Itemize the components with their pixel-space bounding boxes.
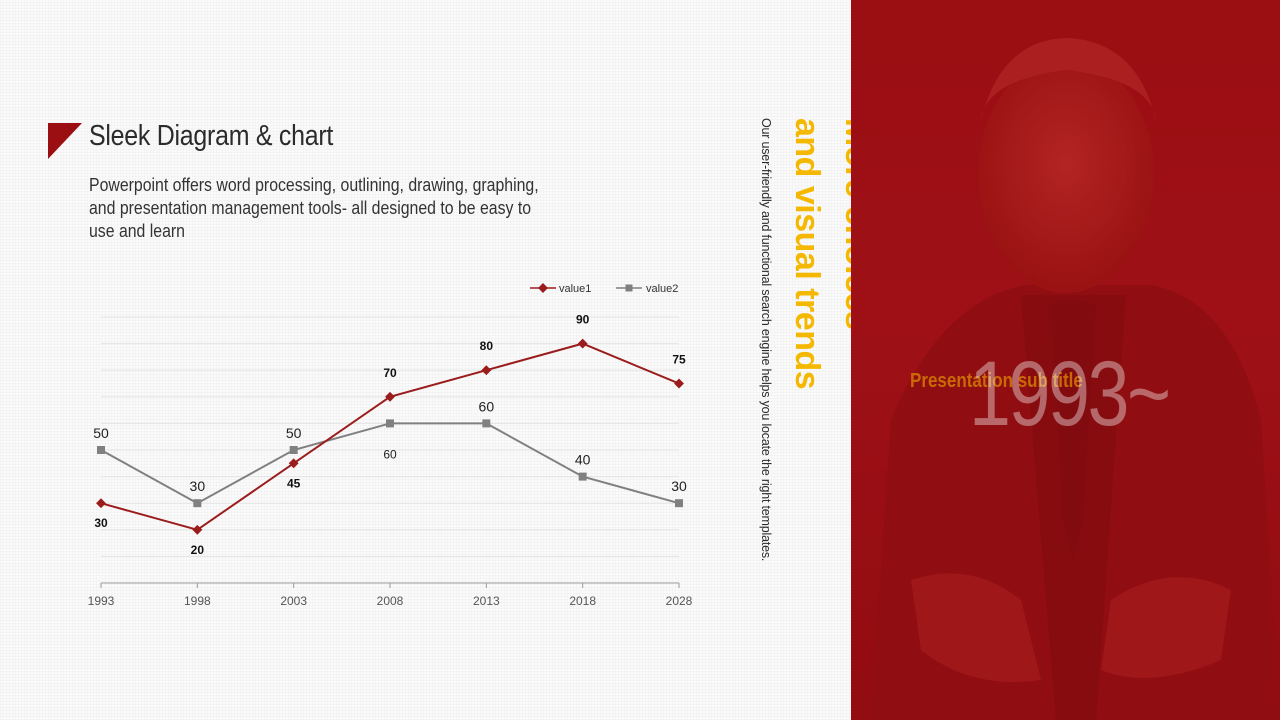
- photo-panel: Presentation sub title 1993~: [851, 0, 1280, 720]
- data-label-value1: 20: [191, 543, 205, 557]
- legend: value1 value2: [530, 283, 678, 295]
- x-tick-label: 1993: [88, 594, 115, 608]
- point-value2: [675, 499, 683, 508]
- data-label-value2: 30: [671, 478, 687, 494]
- x-tick-label: 2028: [666, 594, 693, 608]
- point-value1: [481, 365, 492, 376]
- data-label-value1: 80: [480, 339, 494, 353]
- series-line-value2: [100, 422, 680, 505]
- legend-marker-value1-point: [538, 283, 548, 293]
- x-tick-label: 2013: [473, 594, 500, 608]
- data-label-value2: 60: [479, 398, 495, 414]
- legend-label-value1: value1: [559, 283, 591, 295]
- portrait-photo: [851, 0, 1280, 720]
- data-label-value2: 50: [93, 425, 109, 441]
- point-value2: [578, 472, 587, 481]
- data-label-value1: 70: [383, 366, 397, 380]
- data-label-value1: 30: [94, 516, 108, 530]
- point-value2: [97, 446, 105, 454]
- x-tick-label: 1998: [184, 594, 211, 608]
- point-value1: [96, 498, 106, 509]
- panel-year: 1993~: [969, 343, 1171, 445]
- data-label-value2: 30: [190, 478, 206, 494]
- data-label-value2: 60: [383, 447, 397, 461]
- x-tick-label: 2018: [569, 594, 596, 608]
- side-body-text: Our user-friendly and functional search …: [759, 118, 773, 562]
- corner-triangle-icon: [48, 123, 82, 159]
- point-value2: [289, 446, 298, 454]
- headline-line-2: and visual trends: [788, 118, 826, 390]
- point-value2: [386, 419, 394, 428]
- legend-marker-value2-point: [625, 284, 633, 292]
- point-value1: [577, 338, 588, 349]
- data-label-value2: 50: [286, 425, 302, 441]
- slide-description: Powerpoint offers word processing, outli…: [89, 175, 539, 241]
- panel-subtitle: Presentation sub title: [910, 370, 1083, 392]
- line-chart: value1 value2 1993 1998 2003 2008 2013 2018 20…: [88, 283, 693, 608]
- legend-label-value2: value2: [646, 283, 678, 295]
- slide-title: Sleek Diagram & chart: [89, 120, 334, 152]
- data-label-value1: 75: [672, 353, 686, 367]
- data-label-value1: 90: [576, 313, 590, 327]
- point-value2: [482, 419, 491, 428]
- point-value1: [192, 524, 203, 535]
- data-label-value2: 40: [575, 452, 591, 468]
- x-tick-label: 2008: [377, 594, 404, 608]
- x-tick-label: 2003: [280, 594, 307, 608]
- data-label-value1: 45: [287, 476, 301, 490]
- point-value1: [674, 378, 684, 389]
- point-value1: [288, 458, 299, 469]
- point-value2: [193, 499, 202, 508]
- point-value1: [385, 391, 395, 402]
